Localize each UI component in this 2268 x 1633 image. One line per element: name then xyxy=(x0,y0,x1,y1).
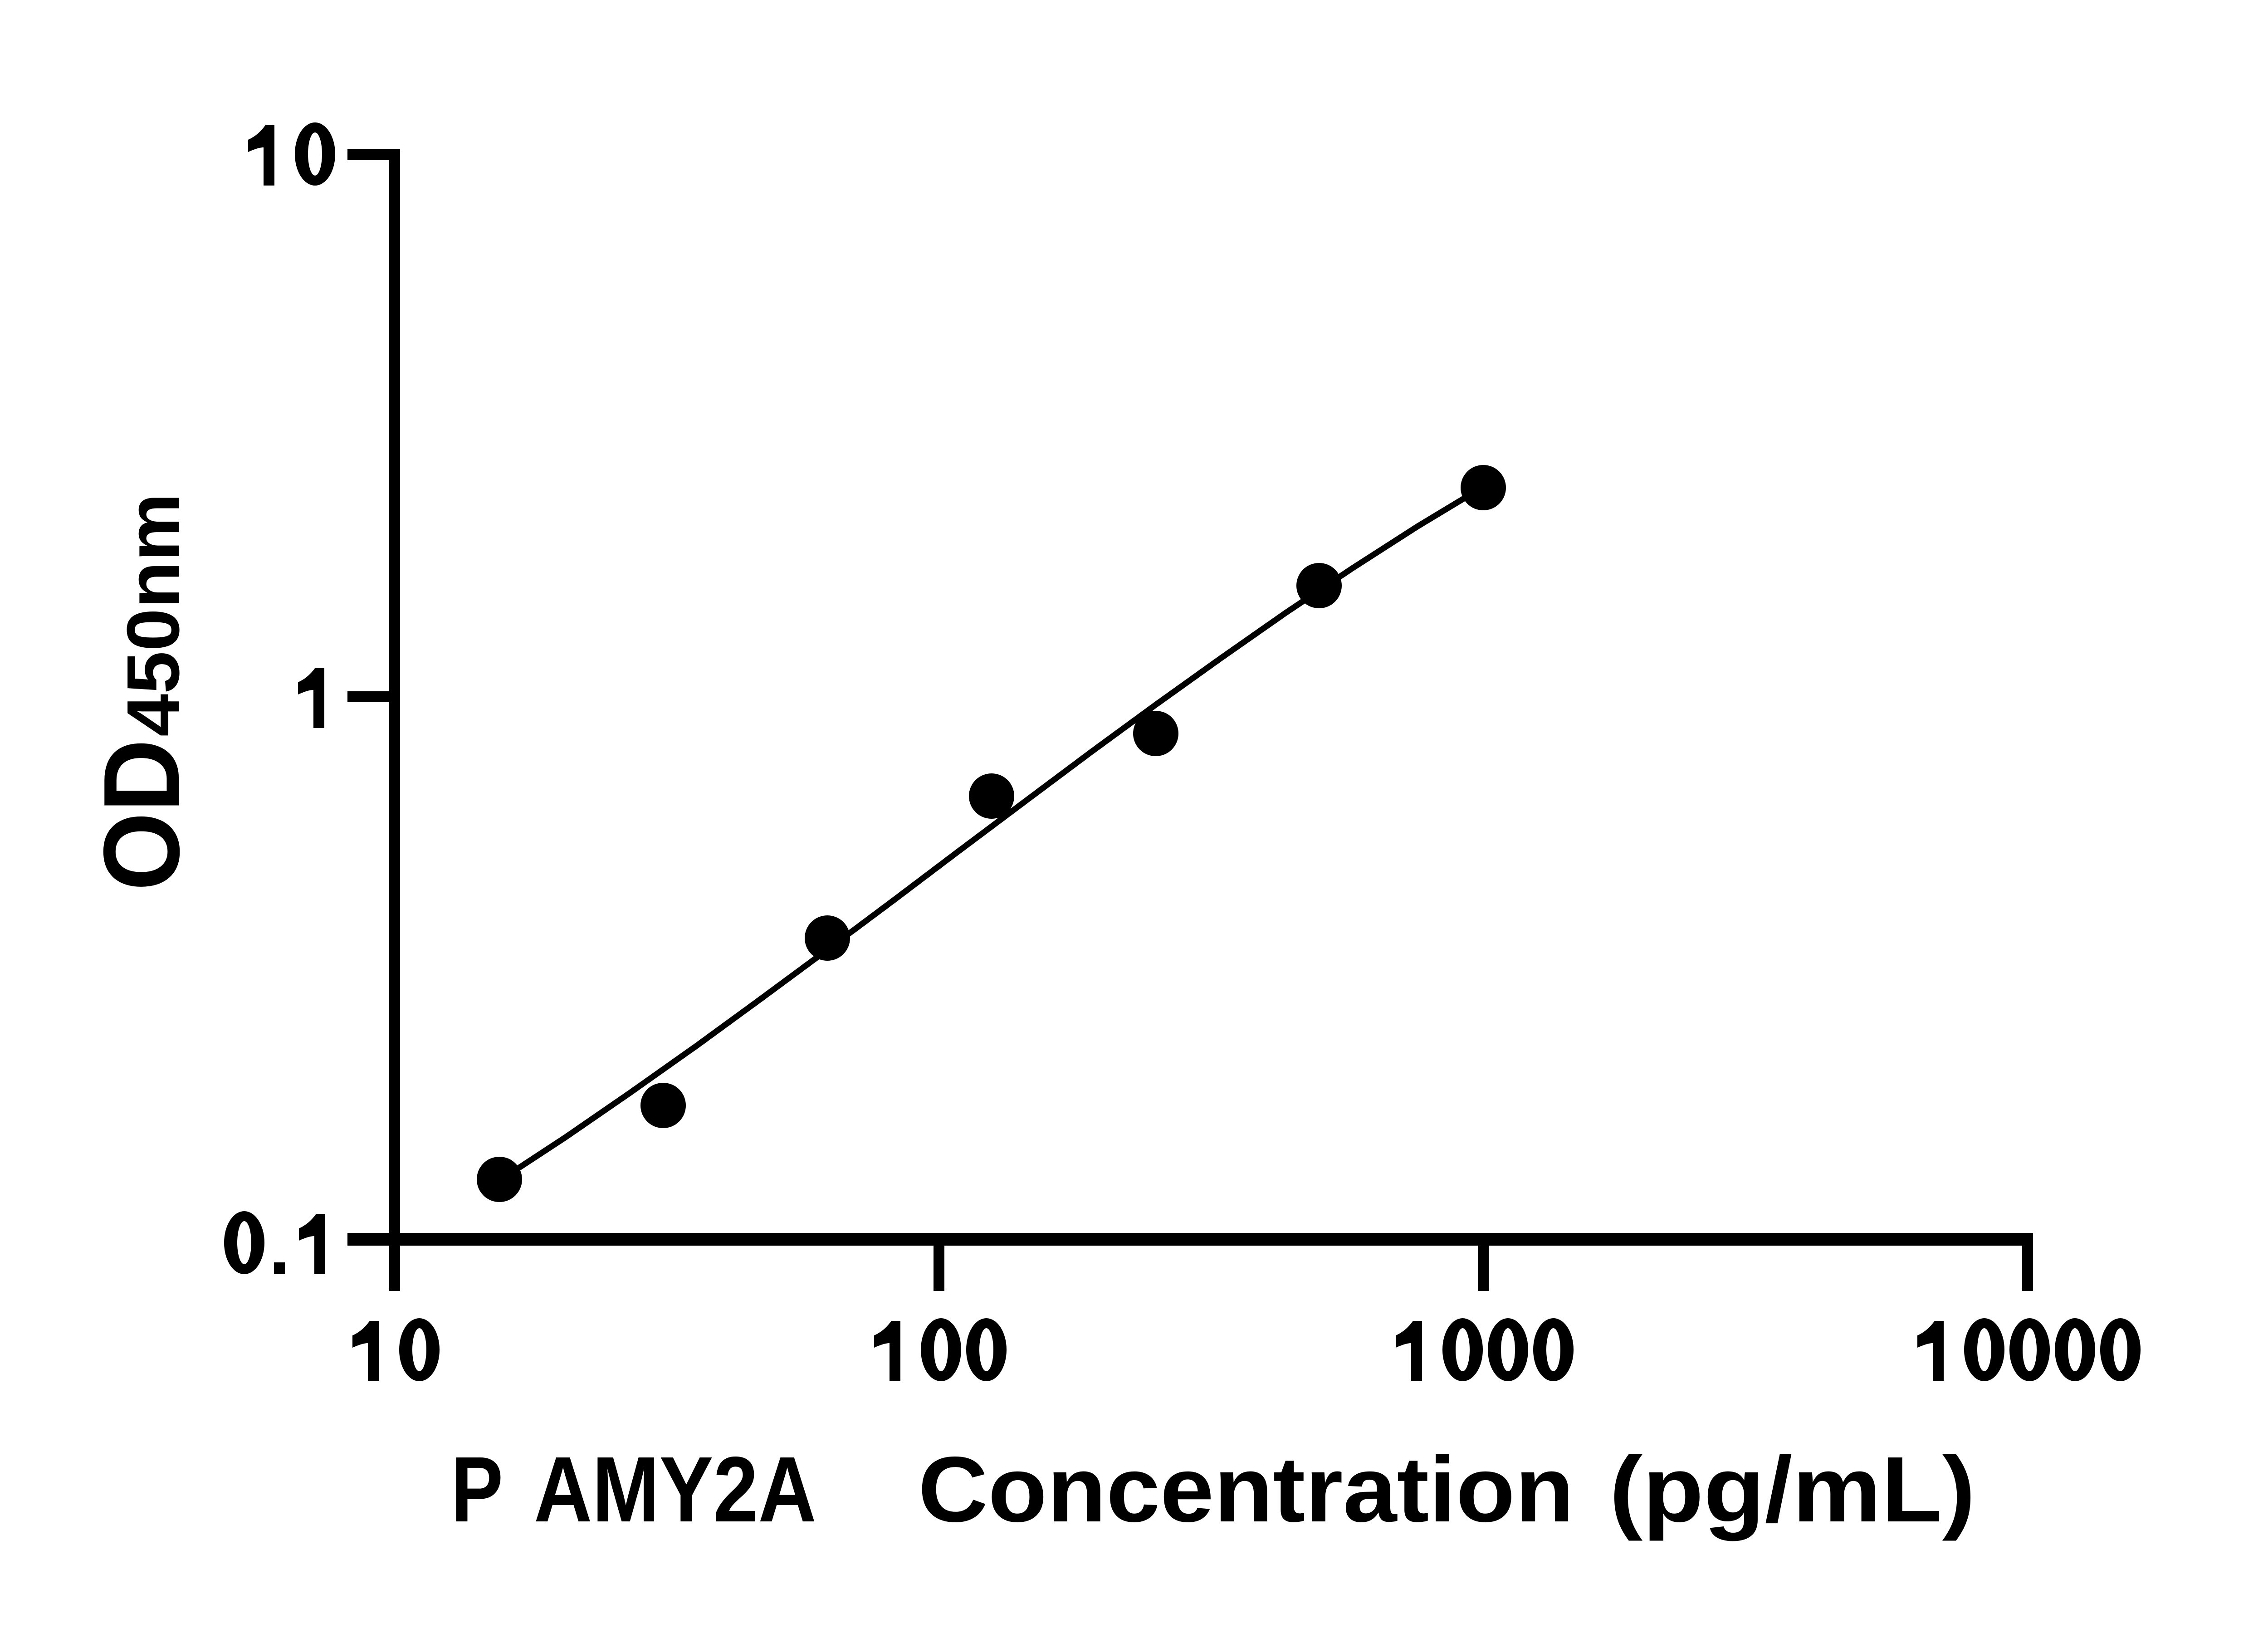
svg-text:(pg/mL): (pg/mL) xyxy=(1609,1437,1975,1541)
svg-text:P: P xyxy=(451,1437,503,1541)
svg-text:Concentration: Concentration xyxy=(918,1438,1574,1541)
svg-text:AMY2A: AMY2A xyxy=(534,1437,816,1541)
svg-text:OD: OD xyxy=(81,739,201,891)
svg-text:450nm: 450nm xyxy=(112,493,195,737)
